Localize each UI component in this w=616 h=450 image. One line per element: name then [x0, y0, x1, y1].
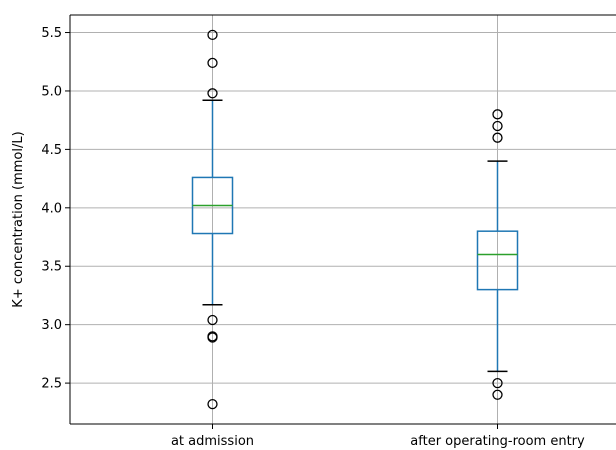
- box-plots: [191, 29, 519, 410]
- outlier-point: [207, 398, 218, 410]
- box-group: [476, 109, 519, 400]
- box-group: [191, 29, 234, 410]
- x-tick-label: after operating-room entry: [410, 434, 585, 449]
- outlier-point: [492, 389, 503, 400]
- outlier-point: [207, 314, 218, 326]
- y-tick-label: 5.5: [41, 26, 62, 41]
- axes: 2.5 3.0 3.5 4.0 4.5 5.0 5.5 at admission after o…: [41, 14, 616, 449]
- outlier-point: [492, 377, 503, 389]
- y-tick-label: 3.0: [41, 318, 62, 333]
- y-tick-label: 4.0: [41, 201, 62, 216]
- outlier-point: [492, 109, 503, 120]
- y-tick-label: 5.0: [41, 84, 62, 99]
- grid-lines: [70, 15, 616, 424]
- y-tick-label: 2.5: [41, 377, 62, 392]
- outlier-point: [207, 29, 218, 41]
- outlier-point: [492, 132, 503, 143]
- y-tick-label: 4.5: [41, 143, 62, 158]
- outlier-point: [492, 120, 503, 132]
- outlier-point: [207, 332, 218, 343]
- x-tick-label: at admission: [171, 434, 254, 449]
- outlier-point: [207, 88, 218, 99]
- outlier-point: [207, 57, 218, 69]
- y-tick-label: 3.5: [41, 260, 62, 275]
- y-axis-title: K+ concentration (mmol/L): [11, 131, 26, 307]
- iqr-box: [476, 230, 519, 291]
